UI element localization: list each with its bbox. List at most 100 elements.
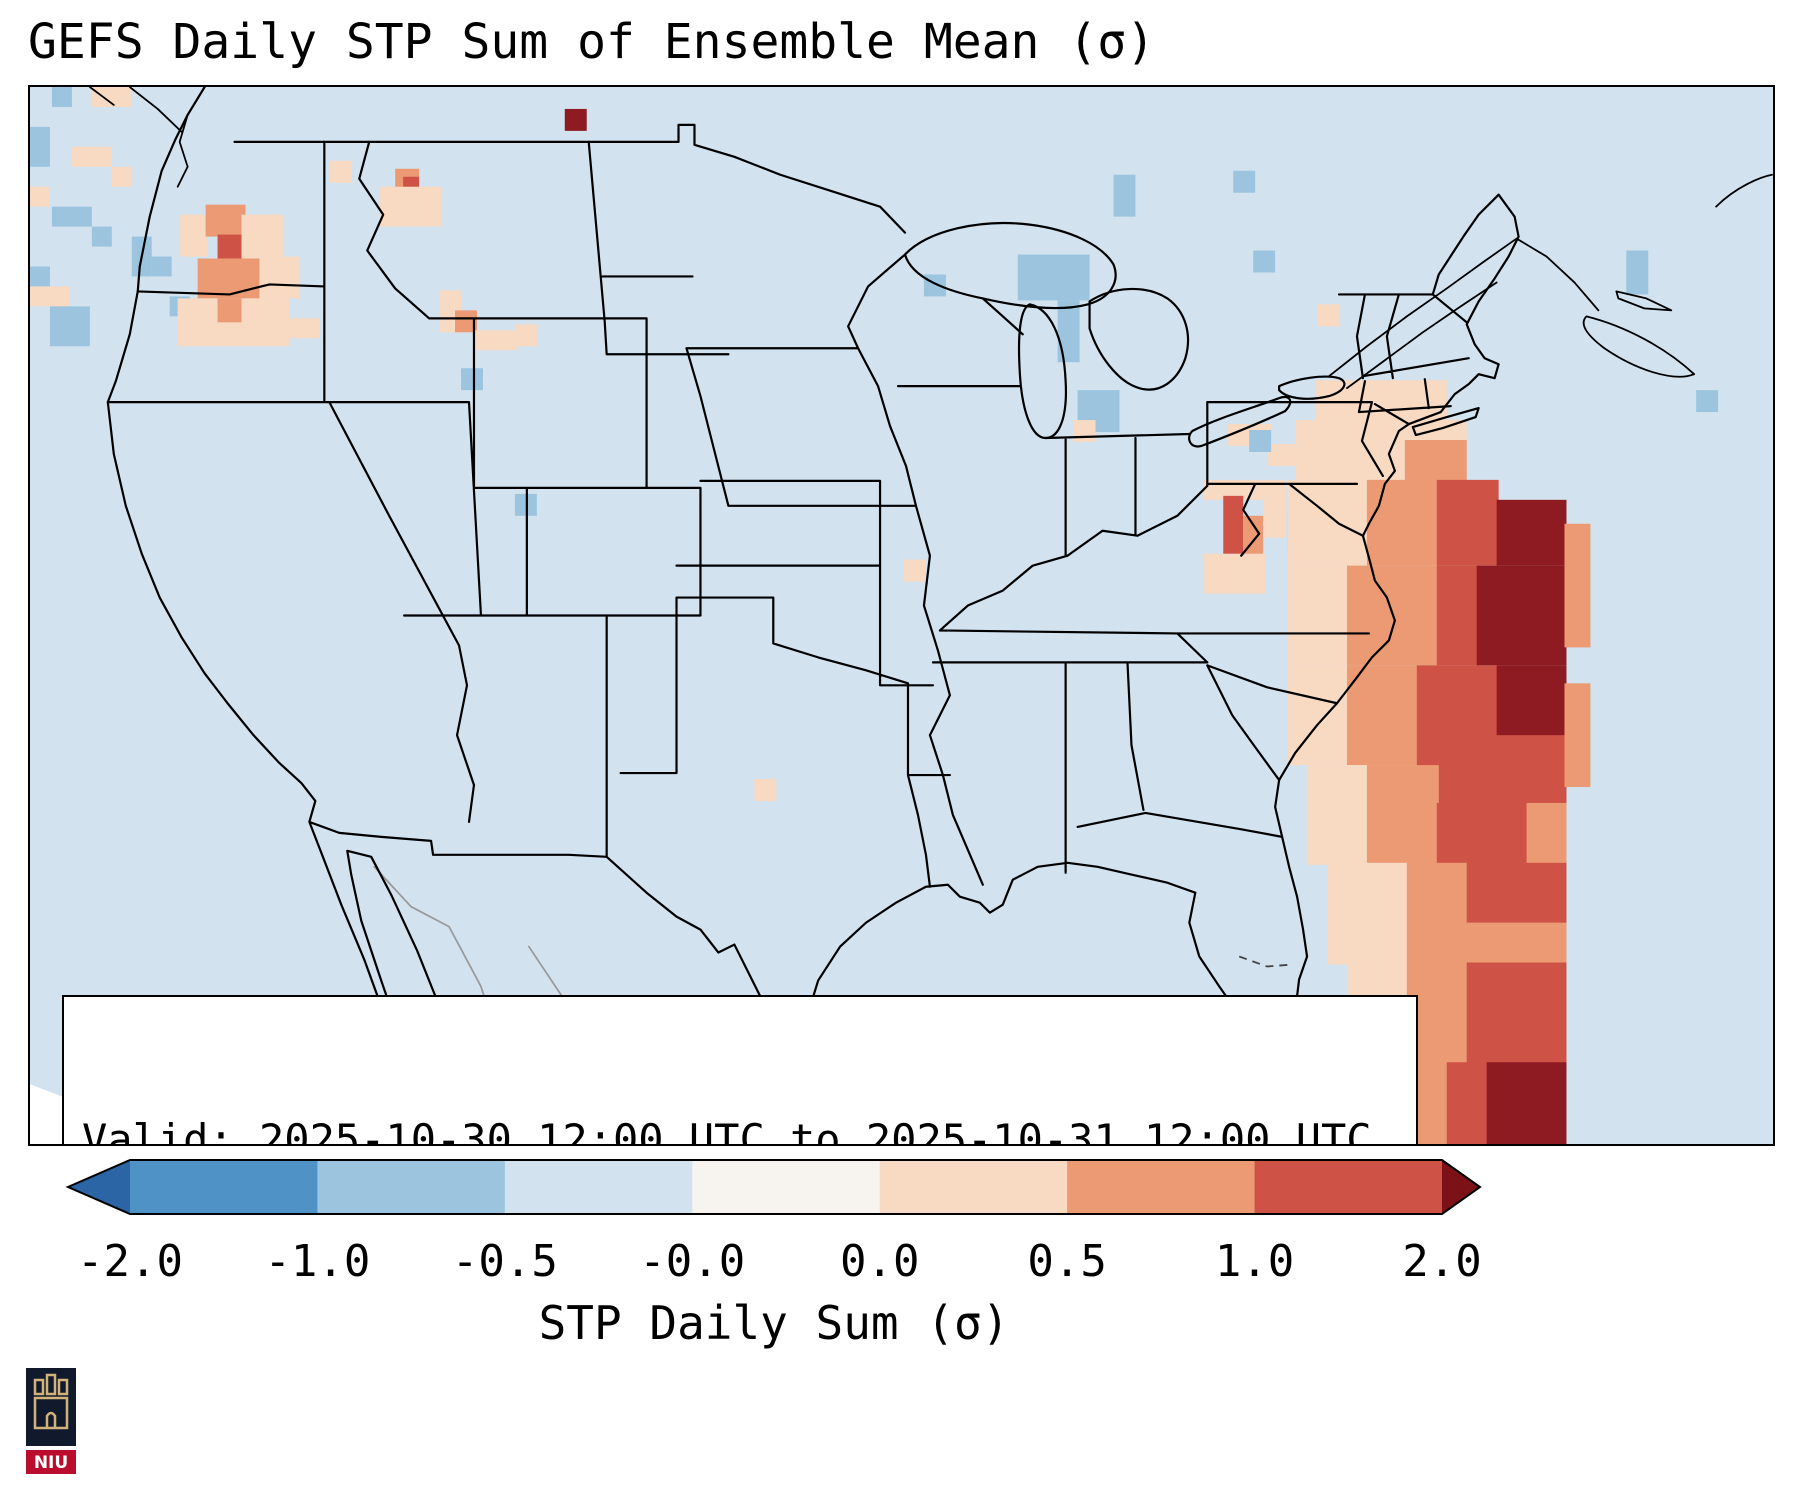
grid-cell: [1496, 665, 1567, 738]
colorbar-ticks: -2.0 -1.0 -0.5 -0.0 0.0 0.5 1.0 2.0: [28, 1236, 1775, 1288]
grid-cell: [1696, 390, 1719, 413]
grid-cell: [1526, 802, 1567, 865]
grid-cell: [1436, 479, 1499, 566]
colorbar-segment: [879, 1160, 1068, 1214]
info-box: Valid: 2025-10-30 12:00 UTC to 2025-10-3…: [62, 995, 1418, 1146]
grid-cell: [1626, 250, 1649, 295]
heatmap-cells-layer: [30, 87, 1719, 1144]
grid-cell: [461, 368, 483, 391]
grid-cell: [1564, 523, 1591, 648]
logo-text: NIU: [34, 1453, 68, 1473]
grid-cell: [1436, 802, 1529, 865]
colorbar-tick-label: -1.0: [264, 1236, 371, 1287]
grid-cell: [455, 310, 477, 333]
grid-cell: [1307, 765, 1369, 865]
colorbar-segment: [130, 1160, 319, 1214]
grid-cell: [1223, 495, 1244, 556]
grid-cell: [1476, 565, 1567, 666]
grid-cell: [514, 324, 537, 347]
colorbar-tick-label: 1.0: [1214, 1236, 1295, 1287]
state-borders-path: [106, 140, 1480, 888]
castle-icon: [33, 1373, 69, 1430]
grid-cell: [217, 298, 242, 323]
grid-cell: [1446, 1062, 1489, 1144]
grid-cell: [329, 160, 352, 183]
grid-cell: [205, 204, 246, 237]
grid-cell: [197, 258, 260, 299]
grid-cell: [30, 186, 50, 207]
grid-cell: [1366, 765, 1439, 865]
grid-cell: [1263, 493, 1286, 538]
grid-cell: [1496, 499, 1567, 566]
grid-cell: [1233, 170, 1256, 193]
colorbar-extend-low: [68, 1160, 130, 1214]
canada-coast-path: [88, 87, 1773, 390]
coastline-path: [106, 87, 1520, 1144]
grid-cell: [241, 214, 284, 259]
grid-cell: [1366, 479, 1439, 566]
grid-cell: [1073, 420, 1096, 442]
grid-cell: [1287, 565, 1349, 666]
grid-cell: [1327, 862, 1409, 965]
logo-band: [26, 1450, 76, 1474]
colorbar-outline: [65, 1159, 1482, 1215]
grid-cell: [217, 234, 242, 259]
canada-border-path: [233, 123, 907, 234]
grid-cell: [1346, 665, 1419, 766]
colorbar-tick-label: 0.0: [839, 1236, 920, 1287]
grid-cell: [49, 306, 90, 347]
shield-body: [26, 1368, 76, 1446]
grid-cell: [754, 779, 777, 801]
grid-cell: [1564, 683, 1591, 788]
grid-cell: [1057, 300, 1080, 363]
grid-cell: [1203, 553, 1266, 594]
colorbar-segment: [692, 1160, 881, 1214]
colorbar-tick-label: -2.0: [77, 1236, 183, 1287]
grid-cell: [1404, 439, 1467, 482]
grid-cell: [1466, 862, 1567, 925]
colorbar-segment: [504, 1160, 693, 1214]
niu-shield-icon: NIU: [26, 1368, 76, 1474]
florida-keys-path: [1238, 955, 1294, 968]
niu-logo: NIU: [24, 1366, 78, 1482]
grid-cell: [1017, 254, 1090, 301]
grid-cell: [71, 146, 112, 167]
valid-line: Valid: 2025-10-30 12:00 UTC to 2025-10-3…: [82, 1115, 1372, 1146]
grid-cell: [151, 256, 172, 277]
grid-cell: [287, 318, 320, 339]
colorbar-tick-label: -0.0: [639, 1236, 746, 1287]
grid-cell: [1466, 962, 1567, 1065]
colorbar-tick-label: -0.5: [451, 1236, 558, 1287]
grid-cell: [1317, 304, 1339, 327]
grid-cell: [1486, 1062, 1567, 1144]
grid-cell: [51, 206, 92, 227]
grid-cell: [1406, 862, 1469, 965]
grid-cell: [30, 126, 50, 167]
grid-cell: [923, 274, 946, 297]
grid-cell: [259, 256, 300, 299]
grid-cell: [179, 214, 208, 257]
figure-title: GEFS Daily STP Sum of Ensemble Mean (σ): [28, 14, 1156, 70]
grid-cell: [111, 166, 132, 187]
grid-cell: [91, 226, 112, 247]
grid-cell: [903, 559, 926, 582]
colorbar-extend-high: [1442, 1160, 1480, 1214]
great-lakes-path: [903, 221, 1346, 448]
grid-cell: [564, 108, 587, 131]
grid-cell: [474, 330, 517, 351]
grid-cell: [1416, 735, 1567, 805]
grid-cell: [51, 87, 72, 107]
grid-cell: [1253, 250, 1276, 273]
grid-cell: [379, 186, 442, 227]
colorbar-segment: [1254, 1160, 1443, 1214]
grid-cell: [1416, 665, 1499, 738]
grid-cell: [91, 87, 132, 107]
grid-cell: [1249, 430, 1272, 452]
grid-cell: [1113, 174, 1136, 217]
colorbar: [65, 1159, 1482, 1215]
colorbar-segment: [317, 1160, 506, 1214]
grid-cell: [30, 266, 50, 287]
grid-cell: [30, 286, 70, 307]
map-canvas: [30, 87, 1773, 1144]
